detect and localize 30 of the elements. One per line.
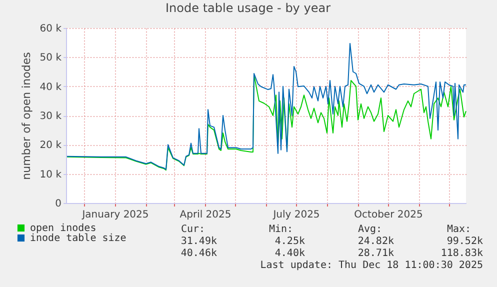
text: Avg: xyxy=(358,224,382,235)
y-tick-label: 30 k xyxy=(40,111,62,122)
x-tick-label: July 2025 xyxy=(272,210,320,220)
text: Max: xyxy=(447,224,472,235)
text: 31.49k xyxy=(180,236,217,247)
line-series xyxy=(66,42,466,170)
line-series xyxy=(66,74,466,171)
text: Min: xyxy=(269,224,294,235)
y-tick-label: 40 k xyxy=(40,82,62,93)
x-tick-label: January 2025 xyxy=(81,210,149,220)
y-tick-label: 50 k xyxy=(40,52,62,64)
text: Last update: Thu Dec 18 11:00:30 2025 xyxy=(260,260,483,271)
text: 28.71k xyxy=(358,248,394,259)
x-tick-label: October 2025 xyxy=(354,210,423,220)
y-tick-label: 60 k xyxy=(40,24,62,34)
text: 24.82k xyxy=(358,236,394,247)
x-tick-label: April 2025 xyxy=(180,210,232,220)
y-tick-label: 0 xyxy=(55,198,62,210)
legend-label: inode table size xyxy=(30,233,126,244)
text: 118.83k xyxy=(440,248,483,259)
text: 4.40k xyxy=(274,248,305,259)
text: 40.46k xyxy=(180,248,217,259)
y-tick-label: 20 k xyxy=(40,140,62,152)
text: Cur: xyxy=(181,224,206,235)
legend-label: open inodes xyxy=(30,223,96,234)
y-axis-title: number of open inodes xyxy=(20,52,33,180)
chart-title: Inode table usage - by year xyxy=(166,1,331,15)
text: 4.25k xyxy=(274,236,305,247)
text: 99.52k xyxy=(446,236,483,247)
y-tick-label: 10 k xyxy=(40,169,62,180)
